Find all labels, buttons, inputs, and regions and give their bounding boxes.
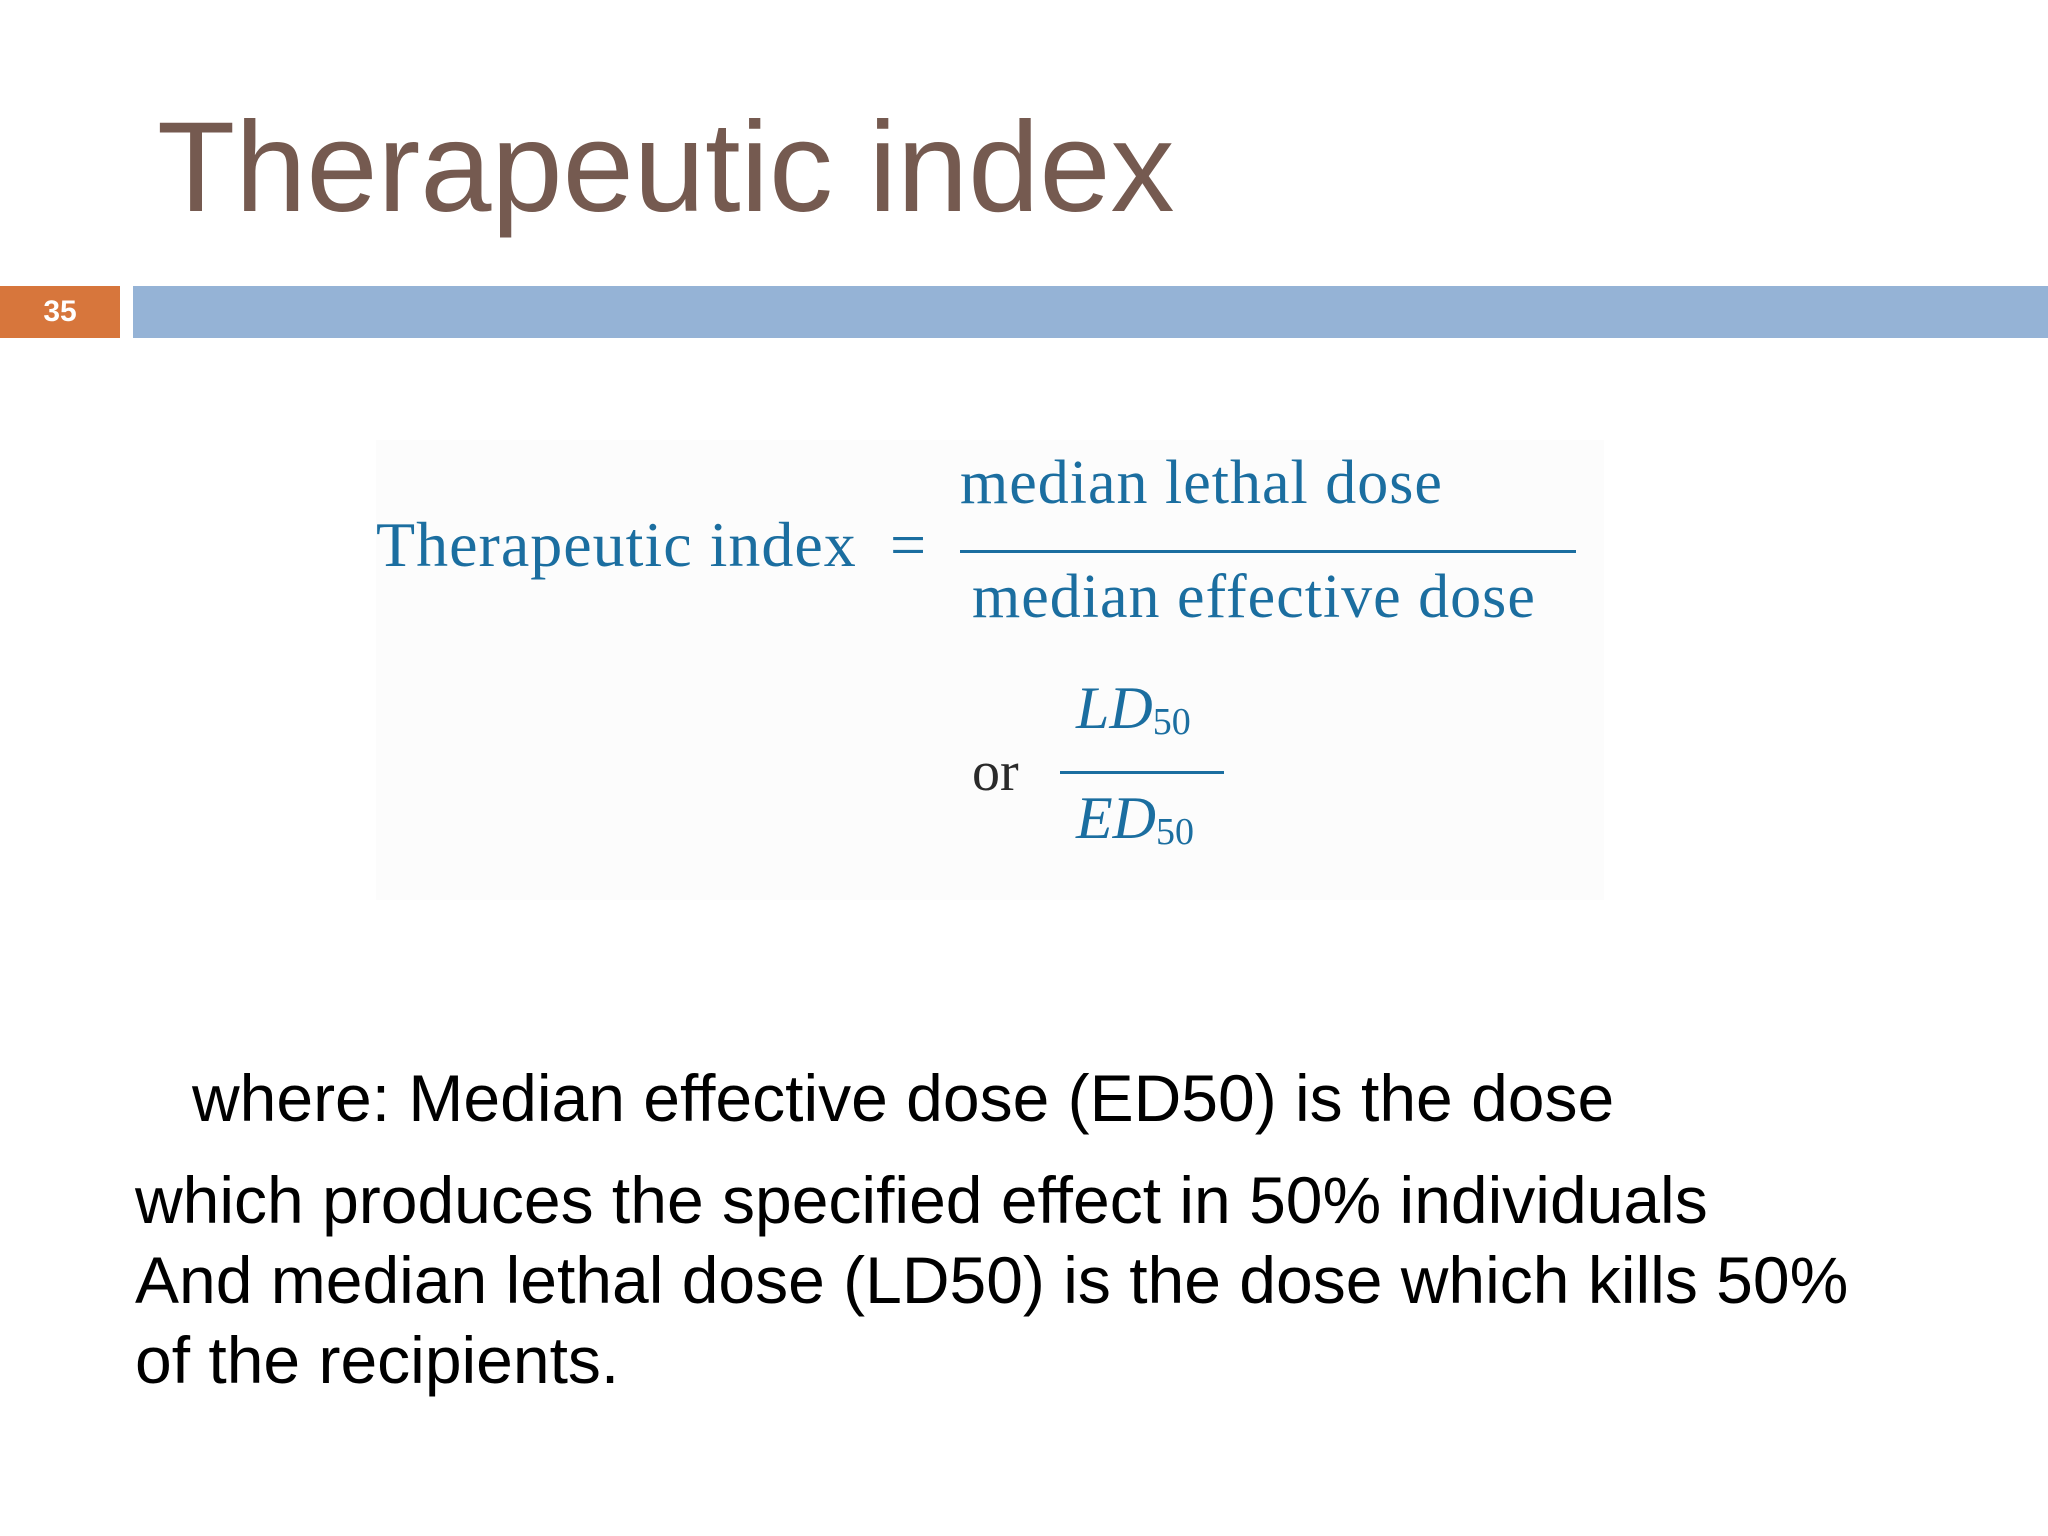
slide-number: 35: [0, 286, 120, 338]
ld-subscript: 50: [1152, 701, 1191, 743]
body-line-3: And median lethal dose (LD50) is the dos…: [135, 1243, 1849, 1317]
ed-symbol: ED: [1076, 785, 1156, 851]
ed-subscript: 50: [1155, 811, 1194, 853]
ld-symbol: LD: [1076, 675, 1153, 741]
formula-label: Therapeutic index: [376, 509, 857, 580]
formula-denominator: median effective dose: [972, 563, 1536, 631]
formula-equals-sign: =: [890, 509, 927, 580]
formula-numerator: median lethal dose: [960, 449, 1443, 517]
formula-or: or: [972, 741, 1019, 803]
body-line-4: of the recipients.: [135, 1323, 620, 1397]
title-divider-bar: [133, 286, 2048, 338]
fraction-bar: [960, 550, 1576, 553]
ed50-denominator: ED50: [1076, 784, 1194, 854]
therapeutic-index-formula: Therapeutic index = median lethal dose m…: [376, 440, 1604, 900]
ld-ed-fraction-bar: [1060, 771, 1224, 774]
ld50-numerator: LD50: [1076, 674, 1191, 744]
body-line-1: where: Median effective dose (ED50) is t…: [192, 1061, 1615, 1135]
slide-title: Therapeutic index: [157, 96, 1175, 239]
body-line-2: which produces the specified effect in 5…: [135, 1163, 1708, 1237]
